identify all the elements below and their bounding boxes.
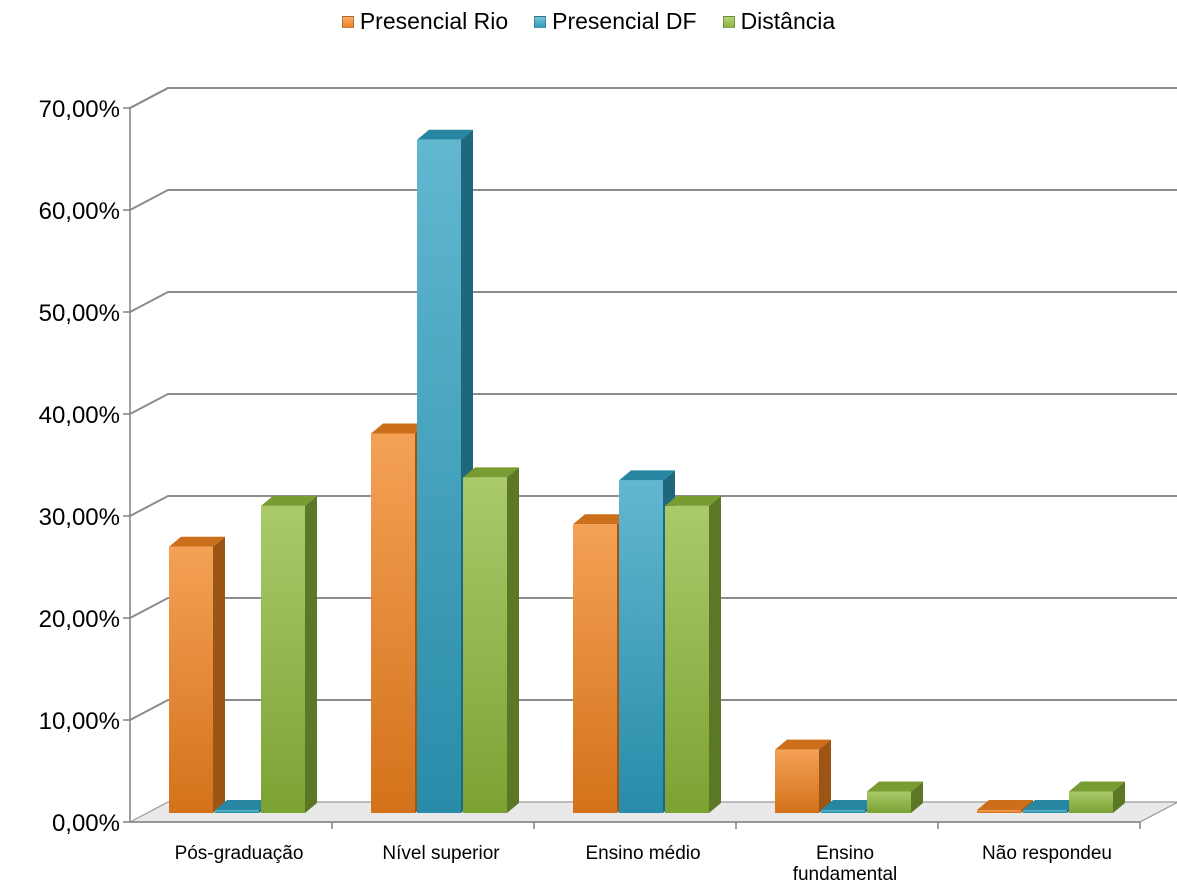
bar-front [1023, 810, 1067, 813]
bar-top [619, 470, 675, 481]
bar-front [215, 810, 259, 813]
bar-distancia-nao-respondeu [1069, 781, 1125, 813]
legend-label-presencial-rio: Presencial Rio [359, 8, 509, 34]
gridline [129, 699, 1177, 721]
y-tick-label: 10,00% [39, 708, 120, 735]
bar-presencial-rio-pos-graduacao [169, 536, 225, 813]
bar-top [977, 800, 1033, 810]
bar-distancia-nivel-superior [463, 467, 519, 813]
wall-edge [129, 87, 169, 109]
legend-swatch-presencial-rio [341, 15, 354, 28]
bar-side [819, 739, 831, 813]
bar-front [573, 524, 617, 813]
y-tick-label: 0,00% [52, 810, 120, 837]
bar-front [665, 505, 709, 813]
y-tick-label: 20,00% [39, 606, 120, 633]
bar-top [463, 467, 519, 478]
x-tick-label: Nível superior [382, 843, 500, 864]
bar-top [371, 423, 427, 434]
bar-side [911, 781, 923, 813]
bar-side [213, 536, 225, 813]
x-tick-label: Ensino médio [585, 843, 700, 864]
y-tick-label: 40,00% [39, 402, 120, 429]
bar-top [215, 800, 271, 810]
legend-item-presencial-df: Presencial DF [534, 8, 697, 35]
bar-top [169, 536, 225, 547]
bar-top [867, 781, 923, 792]
bar-side [1113, 781, 1125, 813]
y-tick-label: 70,00% [39, 96, 120, 123]
legend-item-presencial-rio: Presencial Rio [341, 8, 509, 35]
bar-presencial-rio-ensino-fundamental [775, 739, 831, 813]
x-tick-label: Não respondeu [982, 843, 1112, 864]
bar-distancia-ensino-fundamental [867, 781, 923, 813]
x-tick-label: Pós-graduação [175, 843, 304, 864]
bar-front [867, 791, 911, 813]
bar-side [709, 495, 721, 813]
gridline [129, 393, 1177, 415]
bar-front [169, 546, 213, 813]
bar-front [261, 505, 305, 813]
bar-front [977, 810, 1021, 813]
bar-distancia-pos-graduacao [261, 495, 317, 813]
legend-item-distancia: Distância [722, 8, 836, 35]
y-tick-label: 60,00% [39, 198, 120, 225]
bar-front [463, 477, 507, 813]
legend: Presencial Rio Presencial DF Distância [0, 8, 1177, 35]
bar-top [821, 800, 877, 810]
bar-top [573, 514, 629, 525]
bar-front [417, 139, 461, 814]
bar-side [507, 467, 519, 813]
gridline [129, 495, 1177, 517]
bar-top [665, 495, 721, 506]
gridline [129, 291, 1177, 313]
bar-top [417, 129, 473, 140]
legend-swatch-presencial-df [534, 15, 547, 28]
bar-distancia-ensino-medio [665, 495, 721, 813]
legend-label-distancia: Distância [740, 8, 836, 34]
bar-front [371, 433, 415, 813]
gridline [129, 189, 1177, 211]
bar-top [1023, 800, 1079, 810]
bar-front [619, 480, 663, 813]
bar-front [775, 749, 819, 813]
bar-top [261, 495, 317, 506]
bar-top [775, 739, 831, 750]
legend-swatch-distancia [722, 15, 735, 28]
bar-top [1069, 781, 1125, 792]
y-tick-label: 50,00% [39, 300, 120, 327]
y-tick-label: 30,00% [39, 504, 120, 531]
x-tick-label: Ensino fundamental [793, 843, 898, 882]
bar-front [1069, 791, 1113, 813]
gridline [129, 87, 1177, 109]
gridline [129, 597, 1177, 619]
bar-front [821, 810, 865, 813]
bar-side [305, 495, 317, 813]
legend-label-presencial-df: Presencial DF [552, 8, 697, 34]
